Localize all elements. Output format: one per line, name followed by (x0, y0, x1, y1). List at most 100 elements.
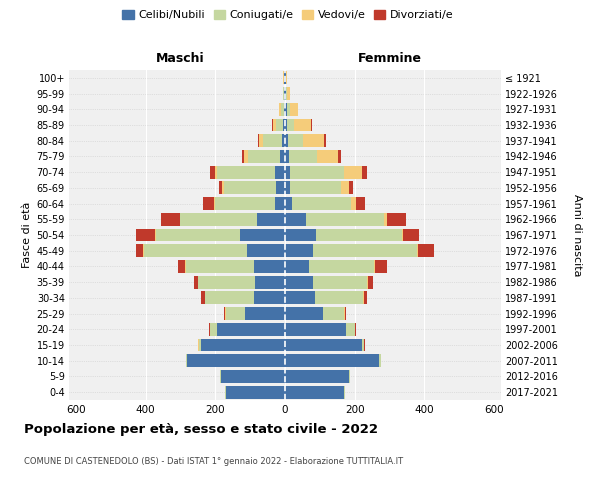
Bar (247, 244, 285, 257)
Bar (201, 292, 205, 304)
Bar (240, 228, 285, 241)
Bar (226, 307, 245, 320)
Bar (285, 166, 290, 178)
Bar (289, 150, 317, 163)
Bar (215, 166, 217, 178)
Bar (285, 386, 344, 398)
Bar (317, 150, 338, 163)
Bar (161, 213, 180, 226)
Bar (374, 260, 387, 273)
Bar (285, 370, 349, 383)
Bar (290, 182, 341, 194)
Y-axis label: Anni di nascita: Anni di nascita (572, 194, 582, 276)
Bar (279, 103, 281, 116)
Bar (338, 150, 341, 163)
Bar (285, 276, 313, 288)
Bar (258, 134, 259, 147)
Bar (210, 323, 217, 336)
Bar (219, 182, 222, 194)
Bar (199, 338, 202, 351)
Bar (288, 134, 304, 147)
Bar (222, 182, 224, 194)
Bar (285, 182, 290, 194)
Bar (203, 197, 214, 210)
Bar (275, 166, 285, 178)
Bar (276, 118, 283, 132)
Bar (356, 197, 365, 210)
Bar (254, 292, 285, 304)
Bar (294, 118, 311, 132)
Bar (285, 323, 346, 336)
Bar (256, 276, 285, 288)
Bar (214, 197, 215, 210)
Bar (198, 276, 256, 288)
Bar (349, 182, 353, 194)
Bar (344, 166, 362, 178)
Bar (344, 307, 346, 320)
Bar (368, 276, 373, 288)
Legend: Celibi/Nubili, Coniugati/e, Vedovi/e, Divorziati/e: Celibi/Nubili, Coniugati/e, Vedovi/e, Di… (118, 6, 458, 25)
Bar (316, 228, 402, 241)
Bar (284, 87, 285, 100)
Bar (202, 338, 285, 351)
Bar (257, 213, 285, 226)
Bar (402, 228, 403, 241)
Text: Femmine: Femmine (358, 52, 422, 66)
Bar (285, 338, 362, 351)
Bar (144, 244, 247, 257)
Bar (313, 276, 367, 288)
Bar (384, 213, 387, 226)
Bar (349, 370, 350, 383)
Bar (364, 292, 367, 304)
Bar (287, 87, 290, 100)
Bar (259, 134, 263, 147)
Bar (403, 228, 419, 241)
Bar (186, 260, 254, 273)
Bar (136, 244, 143, 257)
Bar (194, 276, 197, 288)
Bar (341, 182, 349, 194)
Bar (242, 150, 244, 163)
Bar (281, 103, 284, 116)
Bar (346, 323, 355, 336)
Bar (284, 72, 285, 85)
Bar (283, 87, 284, 100)
Bar (245, 307, 285, 320)
Bar (180, 213, 181, 226)
Bar (292, 197, 351, 210)
Bar (283, 118, 285, 132)
Bar (379, 354, 381, 367)
Bar (355, 323, 356, 336)
Bar (287, 118, 294, 132)
Bar (285, 292, 314, 304)
Bar (351, 197, 356, 210)
Bar (285, 197, 292, 210)
Bar (362, 338, 364, 351)
Bar (286, 72, 287, 85)
Bar (285, 103, 287, 116)
Bar (143, 244, 144, 257)
Bar (314, 292, 364, 304)
Bar (275, 197, 285, 210)
Text: Maschi: Maschi (156, 52, 205, 66)
Bar (285, 118, 287, 132)
Bar (285, 72, 286, 85)
Bar (418, 244, 434, 257)
Bar (224, 307, 226, 320)
Bar (181, 213, 257, 226)
Bar (290, 103, 298, 116)
Text: Popolazione per età, sesso e stato civile - 2022: Popolazione per età, sesso e stato civil… (24, 422, 378, 436)
Bar (311, 118, 312, 132)
Bar (285, 244, 313, 257)
Bar (285, 228, 316, 241)
Bar (254, 260, 285, 273)
Bar (215, 197, 275, 210)
Bar (387, 213, 406, 226)
Bar (217, 323, 285, 336)
Bar (313, 244, 418, 257)
Bar (285, 354, 379, 367)
Bar (273, 118, 276, 132)
Bar (221, 370, 285, 383)
Bar (276, 182, 285, 194)
Bar (155, 228, 156, 241)
